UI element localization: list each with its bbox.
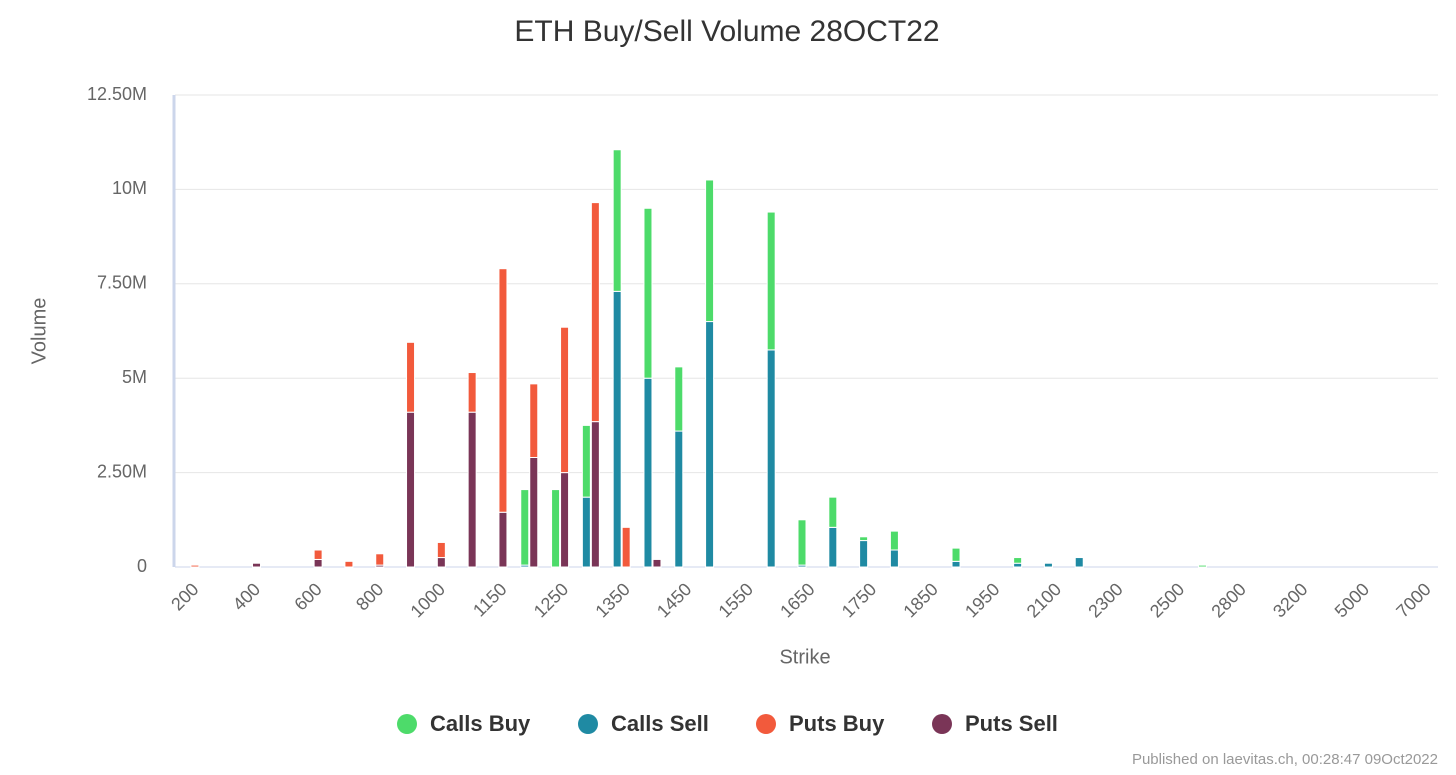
y-tick-label: 12.50M xyxy=(87,84,147,104)
legend-marker xyxy=(932,714,952,734)
bar-segment xyxy=(889,530,899,551)
bar-segment xyxy=(467,372,477,413)
y-tick-label: 0 xyxy=(137,556,147,576)
legend-label: Calls Sell xyxy=(611,711,709,736)
bar-segment xyxy=(560,472,570,568)
x-tick-label: 1150 xyxy=(469,579,511,621)
bar-segment xyxy=(1197,564,1207,568)
bar-segment xyxy=(520,489,530,566)
bar-segment xyxy=(621,526,631,568)
x-tick-label: 1650 xyxy=(776,579,818,621)
bar-segment xyxy=(612,290,622,568)
bar-segment xyxy=(889,549,899,568)
x-tick-label: 800 xyxy=(352,579,387,614)
bar-segment xyxy=(859,536,869,542)
x-tick-label: 1250 xyxy=(530,579,572,621)
bar-segment xyxy=(590,202,600,423)
x-tick-label: 3200 xyxy=(1269,579,1311,621)
bar-segment xyxy=(797,519,807,566)
bar-segment xyxy=(313,549,323,560)
bar-segment xyxy=(498,268,508,513)
bar-segment xyxy=(859,540,869,568)
x-tick-label: 2800 xyxy=(1207,579,1249,621)
y-tick-label: 7.50M xyxy=(97,273,147,293)
bar-segment xyxy=(828,526,838,568)
x-tick-label: 600 xyxy=(290,579,325,614)
bar-segment xyxy=(766,211,776,351)
bar-segment xyxy=(1043,562,1053,568)
bar-segment xyxy=(406,411,416,568)
bar-segment xyxy=(551,489,561,568)
bar-segment xyxy=(590,421,600,568)
bar-segment xyxy=(344,560,354,568)
x-axis-title: Strike xyxy=(779,646,830,668)
x-tick-label: 200 xyxy=(167,579,202,614)
legend-marker xyxy=(756,714,776,734)
bar-segment xyxy=(467,411,477,568)
chart-title: ETH Buy/Sell Volume 28OCT22 xyxy=(514,15,939,48)
bar-segment xyxy=(612,149,622,292)
legend-marker xyxy=(578,714,598,734)
bar-segment xyxy=(252,562,262,568)
bar-segment xyxy=(643,207,653,379)
bar-segment xyxy=(1013,557,1023,564)
bar-segment xyxy=(705,179,715,323)
bar-segment xyxy=(652,558,662,568)
bar-segment xyxy=(190,564,200,568)
x-tick-label: 2300 xyxy=(1084,579,1126,621)
legend-label: Calls Buy xyxy=(430,711,531,736)
y-tick-label: 5M xyxy=(122,367,147,387)
x-tick-label: 1000 xyxy=(407,579,449,621)
x-tick-label: 2500 xyxy=(1146,579,1188,621)
credits: Published on laevitas.ch, 00:28:47 09Oct… xyxy=(1132,751,1438,768)
bar-segment xyxy=(560,326,570,474)
bar-segment xyxy=(674,430,684,568)
bar-segment xyxy=(313,558,323,568)
bar-segment xyxy=(828,496,838,528)
legend-label: Puts Buy xyxy=(789,711,885,736)
bar-segment xyxy=(406,341,416,413)
bar-segment xyxy=(1074,557,1084,568)
bar-segment xyxy=(674,366,684,432)
x-tick-label: 7000 xyxy=(1392,579,1434,621)
bar-segment xyxy=(581,424,591,498)
bar-segment xyxy=(951,547,961,562)
x-tick-label: 1550 xyxy=(715,579,757,621)
bar-segment xyxy=(766,349,776,568)
bar-segment xyxy=(581,496,591,568)
x-tick-label: 1950 xyxy=(961,579,1003,621)
x-tick-label: 5000 xyxy=(1331,579,1373,621)
legend-label: Puts Sell xyxy=(965,711,1058,736)
bar-segment xyxy=(529,383,539,458)
x-tick-label: 1750 xyxy=(838,579,880,621)
x-tick-label: 2100 xyxy=(1023,579,1065,621)
bar-segment xyxy=(529,456,539,568)
legend-marker xyxy=(397,714,417,734)
y-axis-title: Volume xyxy=(28,298,50,365)
bar-segment xyxy=(1013,562,1023,568)
x-tick-label: 1450 xyxy=(653,579,695,621)
x-tick-label: 1850 xyxy=(899,579,941,621)
bar-segment xyxy=(705,321,715,568)
bar-segment xyxy=(375,553,385,566)
bar-segment xyxy=(951,560,961,568)
bar-segment xyxy=(436,557,446,568)
bar-segment xyxy=(436,541,446,559)
y-tick-label: 2.50M xyxy=(97,461,147,481)
x-tick-label: 1350 xyxy=(591,579,633,621)
bar-segment xyxy=(643,377,653,568)
x-tick-label: 400 xyxy=(229,579,264,614)
bar-segment xyxy=(498,511,508,568)
y-tick-label: 10M xyxy=(112,178,147,198)
